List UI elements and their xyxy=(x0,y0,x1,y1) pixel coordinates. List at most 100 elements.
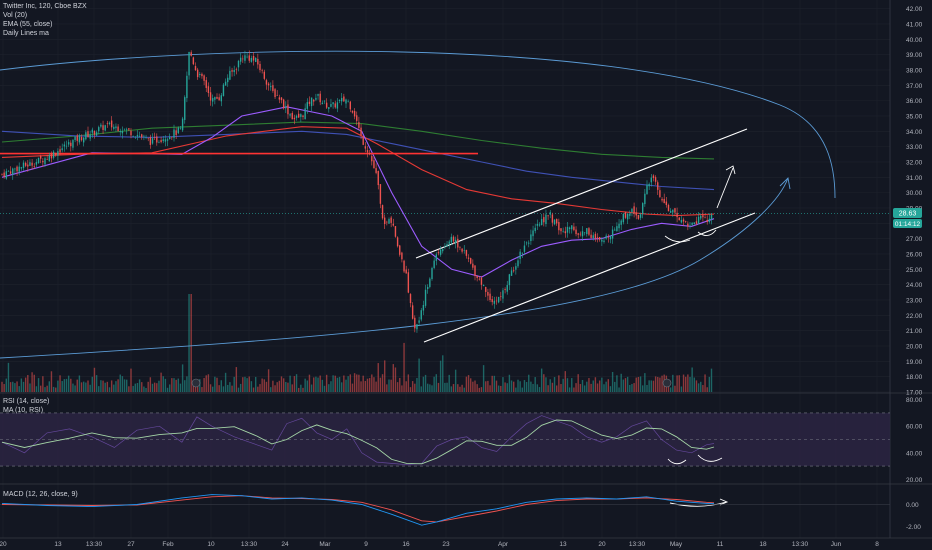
volume-bar xyxy=(57,380,59,392)
candle-body xyxy=(500,296,502,297)
channel-upper xyxy=(415,128,748,259)
y-tick-label: 40.00 xyxy=(906,450,923,457)
y-tick-label: 23.00 xyxy=(906,297,923,304)
candle-body xyxy=(667,204,670,212)
candle-body xyxy=(547,215,549,217)
volume-bar xyxy=(517,379,519,392)
volume-bar xyxy=(407,374,410,392)
rsi-indicator-label[interactable]: RSI (14, close) xyxy=(3,398,50,405)
candle-body xyxy=(422,305,425,311)
volume-bar xyxy=(534,377,536,392)
volume-bar xyxy=(396,382,399,392)
candle-body xyxy=(173,129,175,138)
volume-bar xyxy=(199,379,201,392)
volume-bar xyxy=(392,364,394,392)
macd-indicator-label[interactable]: MACD (12, 26, close, 9) xyxy=(3,491,78,498)
volume-bar xyxy=(117,379,119,392)
candle-body xyxy=(429,278,431,287)
candle-body xyxy=(85,132,87,140)
candle-body xyxy=(687,223,689,227)
candle-body xyxy=(491,299,493,303)
candle-body xyxy=(564,231,566,234)
volume-bar xyxy=(454,369,457,392)
y-tick-label: 32.00 xyxy=(906,159,923,166)
volume-bar xyxy=(588,378,590,392)
candle-body xyxy=(171,136,173,138)
volume-bar xyxy=(704,374,706,392)
candle-body xyxy=(607,236,609,238)
symbol-title[interactable]: Twitter Inc, 120, Cboe BZX xyxy=(3,3,87,10)
volume-bar xyxy=(169,384,171,392)
volume-bar xyxy=(231,385,233,392)
volume-bar xyxy=(603,384,605,392)
candle-body xyxy=(467,257,470,259)
volume-bar xyxy=(530,381,532,392)
y-tick-label: 22.00 xyxy=(906,313,923,320)
vol-indicator-label[interactable]: Vol (20) xyxy=(3,12,28,19)
price-axis[interactable]: 42.00 41.00 40.00 39.00 38.00 37.00 36.00 35.00… xyxy=(906,6,923,531)
ema-indicator-label[interactable]: EMA (55, close) xyxy=(3,21,53,28)
volume-bar xyxy=(227,384,229,392)
volume-bar xyxy=(556,385,558,392)
volume-bar xyxy=(371,374,373,392)
rsi-band xyxy=(0,412,890,467)
rsi-lines xyxy=(1,415,715,466)
last-price-text: 28.63 xyxy=(899,211,917,218)
candle-body xyxy=(364,146,367,149)
time-axis[interactable]: 20 13 13:30 27 Feb 10 13:30 24 Mar 9 16 23 Apr 13 20 13… xyxy=(0,541,879,548)
candle-body xyxy=(91,129,93,133)
volume-bar xyxy=(244,376,246,392)
volume-bar xyxy=(536,384,539,392)
candle-body xyxy=(639,214,642,218)
candle-body xyxy=(543,217,545,223)
candle-body xyxy=(270,86,272,88)
volume-bar xyxy=(592,380,594,392)
volume-bar xyxy=(351,383,354,392)
volume-bar xyxy=(650,380,652,392)
rsi-ma-label[interactable]: MA (10, RSI) xyxy=(3,407,44,414)
volume-bar xyxy=(48,381,50,392)
volume-bar xyxy=(411,381,414,392)
volume-bar xyxy=(115,381,117,392)
volume-bar xyxy=(693,377,695,392)
volume-bar xyxy=(682,374,685,392)
candle-body xyxy=(308,101,311,104)
volume-bar xyxy=(89,384,91,392)
candle-body xyxy=(345,99,347,104)
volume-bar xyxy=(158,380,160,392)
candle-body xyxy=(252,55,255,61)
candle-body xyxy=(485,287,487,292)
volume-bar xyxy=(538,387,541,392)
candle-body xyxy=(263,71,265,79)
x-tick-label: May xyxy=(670,541,683,548)
daily-lines-label[interactable]: Daily Lines ma xyxy=(3,30,49,37)
y-tick-label: 60.00 xyxy=(906,424,923,431)
candle-body xyxy=(16,166,18,172)
candle-body xyxy=(328,107,330,110)
volume-bar xyxy=(91,376,93,392)
volume-bar xyxy=(631,383,633,392)
volume-bar xyxy=(59,375,61,392)
candle-body xyxy=(609,236,612,240)
y-tick-label: 17.00 xyxy=(906,390,923,397)
candle-body xyxy=(390,217,392,223)
volume-bar xyxy=(672,374,674,392)
candle-body xyxy=(35,162,38,165)
volume-bar xyxy=(685,376,687,392)
volume-bar xyxy=(547,385,549,392)
volume-bar xyxy=(242,377,244,392)
candle-body xyxy=(102,125,104,131)
candle-body xyxy=(358,122,360,128)
candle-body xyxy=(282,99,285,109)
candle-body xyxy=(104,125,106,131)
volume-bar xyxy=(186,376,188,392)
volume-bar xyxy=(575,383,577,392)
volume-bar xyxy=(568,387,571,392)
volume-bar xyxy=(485,381,487,392)
volume-bar xyxy=(459,386,461,392)
candle-body xyxy=(3,172,5,177)
volume-bars xyxy=(1,294,713,392)
x-tick-label: Apr xyxy=(498,541,509,548)
volume-bar xyxy=(121,376,124,392)
